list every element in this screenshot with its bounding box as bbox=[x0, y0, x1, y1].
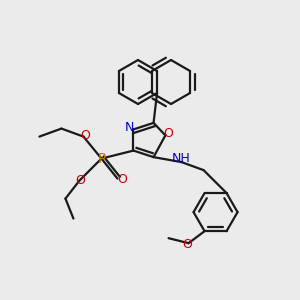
Text: O: O bbox=[164, 127, 173, 140]
Text: O: O bbox=[183, 238, 193, 251]
Text: P: P bbox=[97, 152, 106, 166]
Text: O: O bbox=[80, 129, 90, 142]
Text: O: O bbox=[118, 173, 128, 186]
Text: O: O bbox=[76, 174, 85, 187]
Text: N: N bbox=[125, 121, 134, 134]
Text: NH: NH bbox=[172, 152, 191, 165]
